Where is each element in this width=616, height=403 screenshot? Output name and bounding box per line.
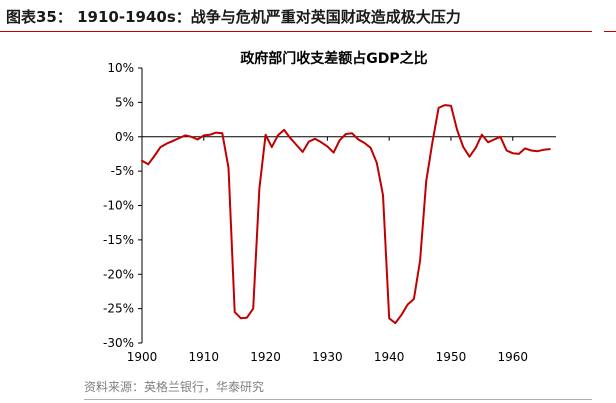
y-tick-label: -25% xyxy=(103,302,134,316)
axes: 10% 5% 0% -5% -10% -15% -20% -25% -30%1900 1910 19… xyxy=(103,61,556,364)
title-divider xyxy=(0,31,592,32)
chart-title: 政府部门收支差额占GDP之比 xyxy=(240,50,427,67)
x-tick-label: 1920 xyxy=(250,350,281,364)
adjacent-title-divider xyxy=(604,31,616,32)
y-tick-label: -30% xyxy=(103,336,134,350)
y-tick-label: -10% xyxy=(103,199,134,213)
x-tick-label: 1940 xyxy=(374,350,405,364)
series-line-0 xyxy=(141,104,551,325)
y-tick-label: -20% xyxy=(103,267,134,281)
x-tick-label: 1960 xyxy=(497,350,528,364)
series-lines xyxy=(141,104,551,325)
bottom-divider xyxy=(84,399,592,400)
source-note: 资料来源：英格兰银行，华泰研究 xyxy=(84,380,265,394)
y-tick-label: 10% xyxy=(107,61,134,75)
y-tick-label: 5% xyxy=(115,95,134,109)
figure-title: 图表35： 1910-1940s：战争与危机严重对英国财政造成极大压力 xyxy=(6,8,461,26)
y-tick-label: -5% xyxy=(111,164,134,178)
x-tick-label: 1930 xyxy=(312,350,343,364)
x-tick-label: 1950 xyxy=(436,350,467,364)
y-tick-label: -15% xyxy=(103,233,134,247)
y-tick-label: 0% xyxy=(115,130,134,144)
x-tick-label: 1910 xyxy=(189,350,220,364)
x-tick-label: 1900 xyxy=(127,350,158,364)
